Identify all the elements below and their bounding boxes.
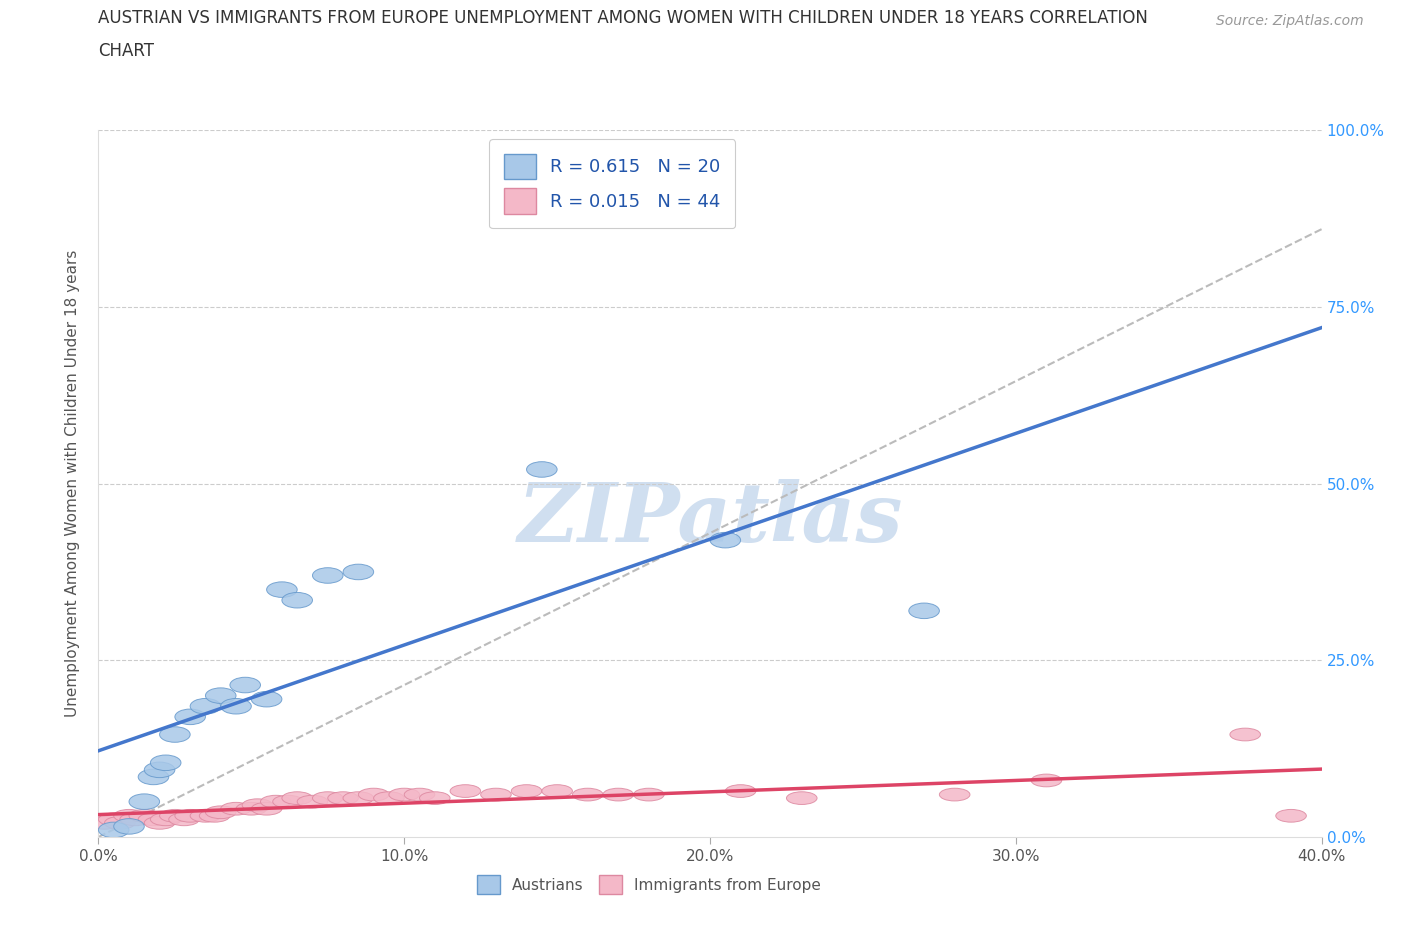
- Ellipse shape: [138, 813, 169, 826]
- Ellipse shape: [374, 791, 405, 804]
- Ellipse shape: [273, 795, 304, 808]
- Ellipse shape: [297, 795, 328, 808]
- Ellipse shape: [174, 709, 205, 724]
- Ellipse shape: [312, 791, 343, 804]
- Ellipse shape: [145, 817, 174, 830]
- Ellipse shape: [1230, 728, 1260, 741]
- Ellipse shape: [634, 789, 664, 801]
- Ellipse shape: [343, 565, 374, 579]
- Ellipse shape: [1031, 774, 1062, 787]
- Ellipse shape: [205, 806, 236, 818]
- Ellipse shape: [343, 791, 374, 804]
- Ellipse shape: [252, 803, 281, 815]
- Text: Source: ZipAtlas.com: Source: ZipAtlas.com: [1216, 14, 1364, 28]
- Ellipse shape: [725, 785, 756, 797]
- Ellipse shape: [572, 789, 603, 801]
- Ellipse shape: [404, 789, 434, 801]
- Ellipse shape: [190, 698, 221, 714]
- Ellipse shape: [710, 532, 741, 548]
- Ellipse shape: [242, 799, 273, 812]
- Ellipse shape: [481, 789, 512, 801]
- Text: CHART: CHART: [98, 42, 155, 60]
- Ellipse shape: [160, 809, 190, 822]
- Ellipse shape: [359, 789, 389, 801]
- Ellipse shape: [169, 813, 200, 826]
- Ellipse shape: [260, 795, 291, 808]
- Ellipse shape: [526, 461, 557, 477]
- Ellipse shape: [104, 817, 135, 830]
- Text: ZIPatlas: ZIPatlas: [517, 479, 903, 559]
- Ellipse shape: [114, 809, 145, 822]
- Ellipse shape: [281, 791, 312, 804]
- Ellipse shape: [603, 789, 634, 801]
- Ellipse shape: [236, 803, 267, 815]
- Ellipse shape: [205, 688, 236, 703]
- Ellipse shape: [89, 817, 120, 830]
- Ellipse shape: [419, 791, 450, 804]
- Ellipse shape: [786, 791, 817, 804]
- Ellipse shape: [174, 809, 205, 822]
- Ellipse shape: [389, 789, 419, 801]
- Ellipse shape: [98, 822, 129, 838]
- Y-axis label: Unemployment Among Women with Children Under 18 years: Unemployment Among Women with Children U…: [65, 250, 80, 717]
- Ellipse shape: [312, 567, 343, 583]
- Ellipse shape: [221, 803, 252, 815]
- Ellipse shape: [328, 791, 359, 804]
- Ellipse shape: [221, 698, 252, 714]
- Ellipse shape: [252, 691, 281, 707]
- Ellipse shape: [541, 785, 572, 797]
- Ellipse shape: [160, 726, 190, 742]
- Text: AUSTRIAN VS IMMIGRANTS FROM EUROPE UNEMPLOYMENT AMONG WOMEN WITH CHILDREN UNDER : AUSTRIAN VS IMMIGRANTS FROM EUROPE UNEMP…: [98, 9, 1149, 27]
- Ellipse shape: [138, 769, 169, 785]
- Ellipse shape: [1275, 809, 1306, 822]
- Ellipse shape: [114, 818, 145, 834]
- Ellipse shape: [281, 592, 312, 608]
- Ellipse shape: [120, 813, 150, 826]
- Ellipse shape: [98, 813, 129, 826]
- Ellipse shape: [908, 603, 939, 618]
- Ellipse shape: [190, 809, 221, 822]
- Ellipse shape: [150, 813, 181, 826]
- Ellipse shape: [512, 785, 541, 797]
- Ellipse shape: [150, 755, 181, 771]
- Ellipse shape: [129, 794, 160, 809]
- Ellipse shape: [939, 789, 970, 801]
- Ellipse shape: [267, 582, 297, 597]
- Ellipse shape: [231, 677, 260, 693]
- Ellipse shape: [129, 809, 160, 822]
- Ellipse shape: [450, 785, 481, 797]
- Ellipse shape: [145, 762, 174, 777]
- Ellipse shape: [200, 809, 231, 822]
- Legend: Austrians, Immigrants from Europe: Austrians, Immigrants from Europe: [471, 870, 827, 900]
